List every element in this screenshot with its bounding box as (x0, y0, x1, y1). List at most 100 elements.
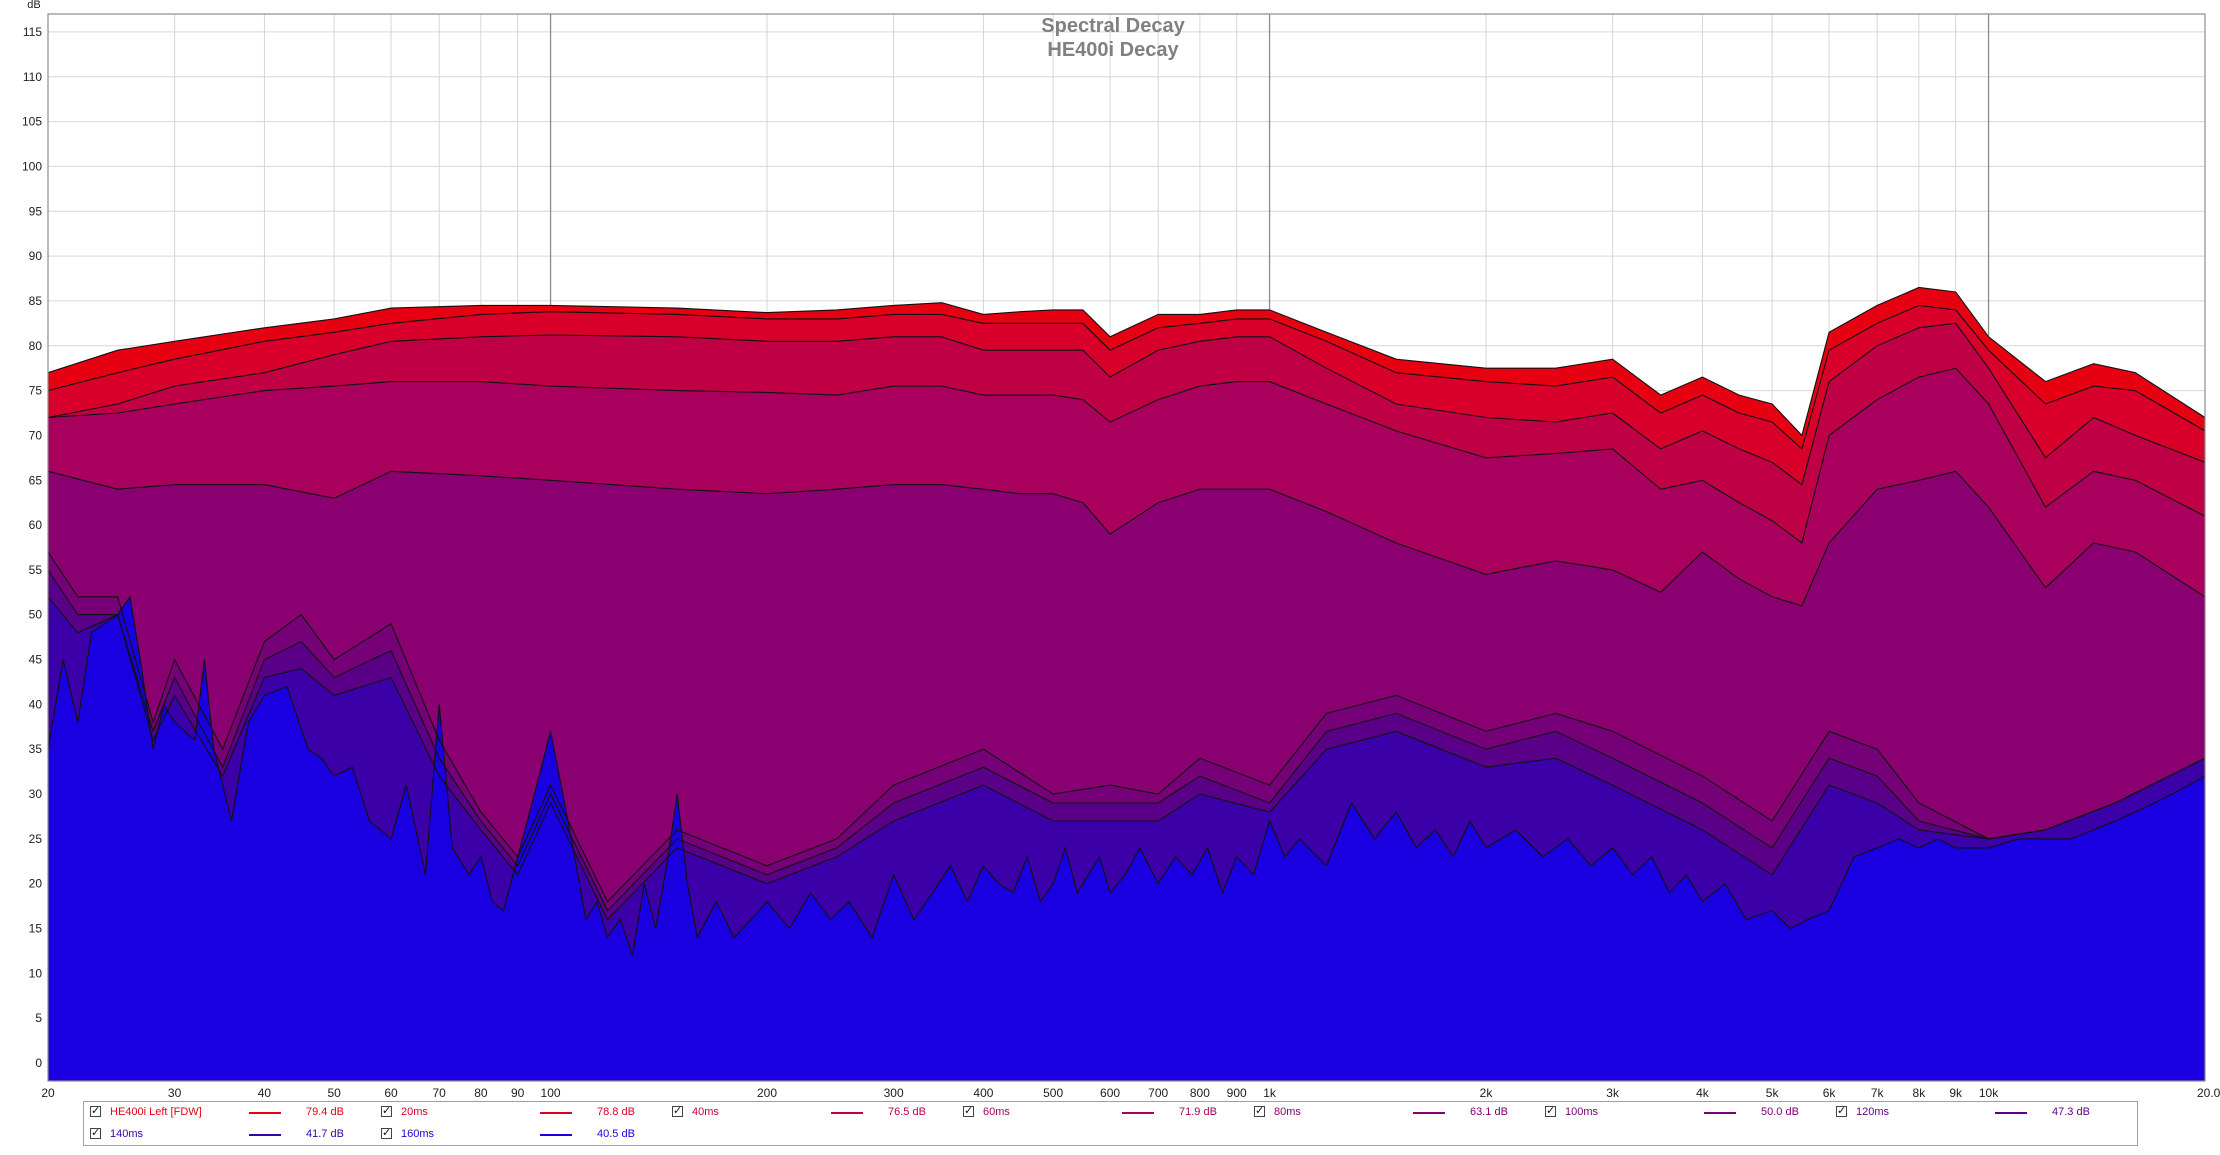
y-tick-label: 70 (29, 428, 43, 442)
x-tick-label: 8k (1913, 1086, 1927, 1100)
legend-series-value: 50.0 dB (1761, 1106, 1799, 1118)
legend-item: 100ms 50.0 dB (1539, 1102, 1830, 1124)
decay-area-8 (48, 596, 2205, 1081)
legend-item: 60ms 71.9 dB (957, 1102, 1248, 1124)
chart-title: Spectral Decay (1041, 15, 1185, 37)
legend-swatch (1704, 1112, 1736, 1114)
legend-series-value: 71.9 dB (1179, 1106, 1217, 1118)
x-tick-label: 900 (1227, 1086, 1247, 1100)
legend-swatch (1995, 1112, 2027, 1114)
y-tick-label: 105 (22, 115, 42, 129)
legend-series-name: 100ms (1565, 1106, 1599, 1118)
y-tick-label: 10 (29, 966, 43, 980)
y-tick-label: 40 (29, 697, 43, 711)
y-tick-label: 95 (29, 204, 43, 218)
legend-checkbox[interactable] (90, 1104, 101, 1117)
x-tick-label: 200 (757, 1086, 777, 1100)
y-tick-label: 75 (29, 384, 43, 398)
y-tick-label: 80 (29, 339, 43, 353)
x-tick-label: 6k (1823, 1086, 1837, 1100)
legend-series-name: 160ms (401, 1128, 435, 1140)
legend-item: 20ms 78.8 dB (375, 1102, 666, 1124)
decay-outline-0 (47, 286, 2206, 437)
legend-series-value: 47.3 dB (2052, 1106, 2090, 1118)
y-tick-label: 20 (29, 877, 43, 891)
x-tick-label: 7k (1871, 1086, 1885, 1100)
y-tick-label: 25 (29, 832, 43, 846)
y-tick-label: 30 (29, 787, 43, 801)
legend-series-value: 41.7 dB (306, 1128, 344, 1140)
y-tick-label: 110 (23, 70, 42, 84)
decay-outline-3 (47, 367, 2206, 544)
x-tick-label: 90 (511, 1086, 525, 1100)
legend-series-value: 76.5 dB (888, 1106, 926, 1118)
x-tick-label: 600 (1100, 1086, 1120, 1100)
y-tick-label: 55 (29, 563, 43, 577)
decay-outline-1 (47, 304, 2206, 450)
x-tick-label: 20.0kHz (2197, 1086, 2220, 1100)
x-tick-label: 10k (1979, 1086, 1999, 1100)
legend-series-name: 120ms (1856, 1106, 1890, 1118)
y-tick-label: 0 (35, 1056, 42, 1070)
x-tick-label: 1k (1263, 1086, 1277, 1100)
legend-series-value: 63.1 dB (1470, 1106, 1508, 1118)
legend-row: HE400i Left [FDW] 79.4 dB 20ms 78.8 dB 40ms 7… (84, 1102, 2137, 1124)
x-tick-label: 300 (884, 1086, 904, 1100)
legend-checkbox[interactable] (1545, 1104, 1556, 1117)
legend-series-name: 80ms (1274, 1106, 1301, 1118)
legend-swatch (831, 1112, 863, 1114)
x-tick-label: 40 (258, 1086, 272, 1100)
y-tick-label: 15 (29, 922, 43, 936)
decay-outline-8 (47, 595, 2206, 956)
x-tick-label: 800 (1190, 1086, 1210, 1100)
y-tick-label: 100 (22, 159, 42, 173)
legend-swatch (249, 1112, 281, 1114)
legend-swatch (1122, 1112, 1154, 1114)
x-tick-label: 20 (41, 1086, 55, 1100)
legend-swatch (540, 1112, 572, 1114)
legend-series-name: HE400i Left [FDW] (110, 1106, 202, 1118)
legend-item: HE400i Left [FDW] 79.4 dB (84, 1102, 375, 1124)
legend-checkbox[interactable] (1254, 1104, 1265, 1117)
legend-series-name: 40ms (692, 1106, 719, 1118)
legend-swatch (1413, 1112, 1445, 1114)
y-axis-label: dB (27, 0, 40, 11)
x-tick-label: 9k (1949, 1086, 1963, 1100)
y-tick-label: 45 (29, 653, 43, 667)
legend-series-value: 78.8 dB (597, 1106, 635, 1118)
legend-series-name: 60ms (983, 1106, 1010, 1118)
decay-outline-6 (47, 569, 2206, 912)
legend-item: 140ms 41.7 dB (84, 1124, 375, 1146)
legend-checkbox[interactable] (1836, 1104, 1847, 1117)
legend: HE400i Left [FDW] 79.4 dB 20ms 78.8 dB 40ms 7… (83, 1101, 2138, 1146)
legend-series-value: 79.4 dB (306, 1106, 344, 1118)
x-tick-label: 700 (1148, 1086, 1168, 1100)
legend-item: 80ms 63.1 dB (1248, 1102, 1539, 1124)
y-tick-label: 85 (29, 294, 43, 308)
x-tick-label: 500 (1043, 1086, 1063, 1100)
legend-item: 120ms 47.3 dB (1830, 1102, 2121, 1124)
y-tick-label: 35 (29, 742, 43, 756)
x-tick-label: 4k (1696, 1086, 1710, 1100)
decay-outline-5 (47, 551, 2206, 903)
x-tick-label: 80 (474, 1086, 488, 1100)
decay-areas (48, 287, 2205, 1081)
legend-checkbox[interactable] (381, 1104, 392, 1117)
x-tick-label: 30 (168, 1086, 182, 1100)
decay-outline-7 (47, 596, 2206, 921)
legend-series-name: 20ms (401, 1106, 428, 1118)
legend-series-name: 140ms (110, 1128, 144, 1140)
decay-outline-2 (47, 322, 2206, 486)
x-tick-label: 3k (1606, 1086, 1620, 1100)
legend-item: 160ms 40.5 dB (375, 1124, 666, 1146)
x-tick-label: 60 (384, 1086, 398, 1100)
legend-swatch (249, 1134, 281, 1136)
legend-checkbox[interactable] (672, 1104, 683, 1117)
legend-checkbox[interactable] (963, 1104, 974, 1117)
legend-checkbox[interactable] (381, 1126, 392, 1139)
legend-checkbox[interactable] (90, 1126, 101, 1139)
x-tick-label: 400 (973, 1086, 993, 1100)
legend-series-value: 40.5 dB (597, 1128, 635, 1140)
